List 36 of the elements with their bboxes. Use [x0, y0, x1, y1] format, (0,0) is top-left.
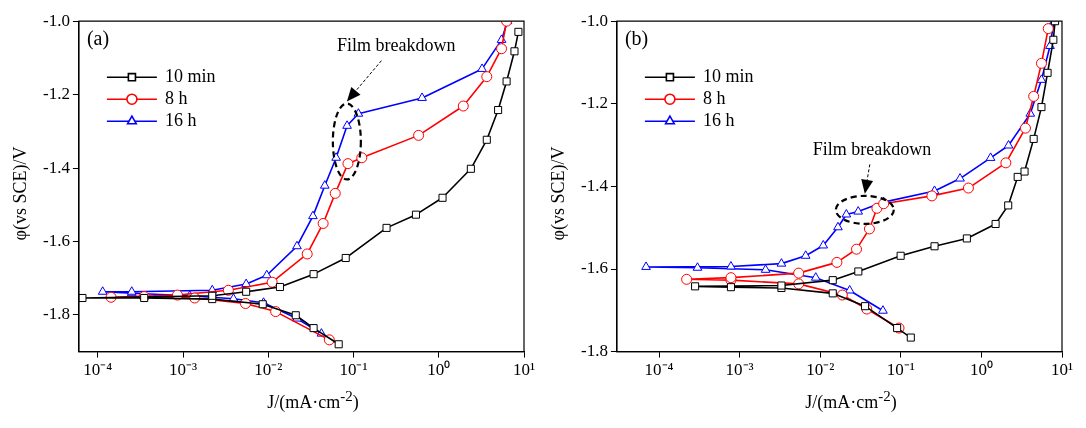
legend-label: 10 min	[164, 65, 216, 86]
y-tick-label: -1.4	[42, 157, 71, 177]
x-tick-label: 10⁰	[969, 360, 993, 380]
x-tick-label: 10¹	[1050, 360, 1074, 380]
y-tick-label: -1.6	[42, 230, 70, 250]
y-tick-label: -1.2	[580, 93, 608, 113]
legend-label: 16 h	[164, 109, 197, 130]
y-tick-label: -1.0	[580, 10, 608, 30]
x-tick-label: 10⁰	[427, 360, 451, 380]
x-tick-label: 10⁻²	[254, 360, 283, 380]
x-axis-title: J/(mA·cm$^{-2}$)	[804, 388, 898, 413]
y-axis-title: φ(vs SCE)/V	[548, 146, 570, 240]
annotation: Film breakdown	[337, 35, 456, 56]
y-tick-label: -1.8	[580, 341, 608, 361]
x-tick-label: 10⁻¹	[339, 360, 368, 380]
y-axis-title: φ(vs SCE)/V	[10, 146, 32, 240]
x-tick-label: 10⁻³	[725, 360, 754, 380]
x-tick-label: 10⁻⁴	[644, 360, 674, 380]
annotation: Film breakdown	[812, 139, 932, 160]
x-tick-label: 10¹	[512, 360, 536, 380]
legend-label: 8 h	[702, 87, 726, 108]
legend-label: 8 h	[164, 87, 188, 108]
x-tick-label: 10⁻²	[806, 360, 835, 380]
y-tick-label: -1.4	[580, 175, 609, 195]
chart-title: (b)	[624, 27, 649, 51]
legend-label: 16 h	[702, 109, 735, 130]
legend-label: 10 min	[702, 65, 754, 86]
x-axis-title: J/(mA·cm$^{-2}$)	[266, 388, 360, 413]
y-tick-label: -1.6	[580, 258, 608, 278]
y-tick-label: -1.8	[42, 304, 70, 324]
x-tick-label: 10⁻³	[169, 360, 198, 380]
y-tick-label: -1.0	[42, 10, 70, 30]
x-tick-label: 10⁻¹	[886, 360, 915, 380]
y-tick-label: -1.2	[42, 84, 70, 104]
x-tick-label: 10⁻⁴	[83, 360, 113, 380]
chart-title: (a)	[86, 27, 110, 51]
